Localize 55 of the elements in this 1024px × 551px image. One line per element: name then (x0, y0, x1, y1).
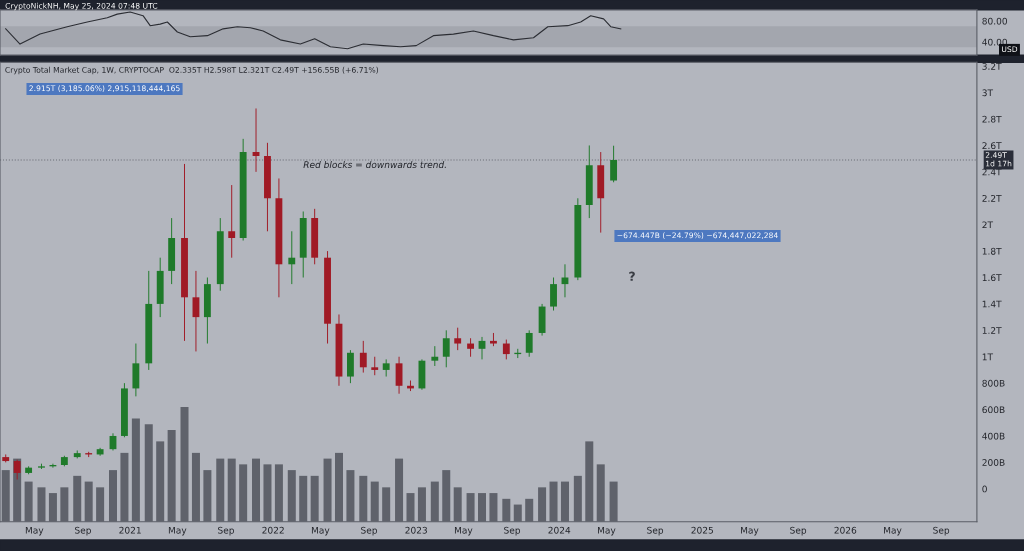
x-tick-label: Sep (75, 526, 91, 536)
x-tick-label: 2022 (262, 526, 284, 534)
y-tick-label: 80.00 (982, 17, 1007, 25)
y-tick-label: 2T (982, 221, 994, 229)
y-tick-label: 1.8T (982, 247, 1002, 255)
y-tick-label: 3T (982, 89, 994, 97)
x-tick-label: Sep (504, 526, 521, 536)
candlestick (467, 337, 474, 358)
x-tick-label: May (168, 526, 187, 536)
candlestick (550, 277, 557, 312)
candlestick (359, 340, 367, 374)
x-tick-label: 2025 (691, 526, 713, 534)
y-tick-label: 1T (982, 353, 994, 361)
x-tick-label: May (741, 526, 759, 536)
candlestick (610, 145, 618, 183)
y-tick-label: 1.2T (982, 327, 1002, 334)
candlestick (228, 184, 236, 259)
x-tick-label: Sep (933, 526, 950, 536)
x-tick-label: May (311, 526, 330, 536)
y-tick-label: 2.8T (982, 115, 1002, 123)
x-tick-label: 2023 (405, 526, 427, 534)
x-tick-label: Sep (361, 526, 378, 536)
x-tick-label: 2024 (548, 526, 571, 534)
candlestick (442, 329, 450, 368)
y-tick-label: 1.6T (982, 274, 1002, 282)
y-tick-label: 200B (982, 459, 1005, 466)
y-tick-label: 0 (982, 485, 987, 493)
x-tick-label: May (884, 526, 902, 536)
candlestick (431, 345, 439, 367)
candlestick (395, 356, 403, 395)
x-tick-label: May (454, 526, 473, 536)
x-tick-label: 2026 (834, 526, 857, 534)
y-tick-label: 400B (982, 432, 1005, 440)
x-tick-label: May (25, 526, 44, 536)
candlestick (288, 230, 296, 285)
x-tick-label: 2021 (119, 526, 141, 534)
y-tick-label: 2.2T (982, 195, 1002, 202)
y-tick-label: 2.6T (982, 142, 1002, 150)
x-tick-label: Sep (790, 526, 807, 536)
y-tick-label: 3.2T (982, 62, 1002, 70)
x-tick-label: Sep (218, 526, 234, 536)
line-series (5, 11, 622, 50)
x-tick-label: Sep (647, 526, 664, 536)
annotation: ? (629, 271, 635, 281)
y-tick-label: 800B (982, 379, 1005, 387)
candlestick (502, 339, 510, 360)
y-tick-label: 600B (982, 406, 1005, 414)
candlestick (454, 327, 462, 351)
x-tick-label: May (598, 526, 616, 536)
candlestick (346, 349, 354, 384)
candlestick (371, 356, 379, 376)
y-tick-label: 1.4T (982, 300, 1002, 308)
candlestick (525, 329, 533, 358)
annotation: Red blocks = downwards trend. (303, 161, 446, 169)
y-tick-label: 2.4T (982, 168, 1002, 176)
